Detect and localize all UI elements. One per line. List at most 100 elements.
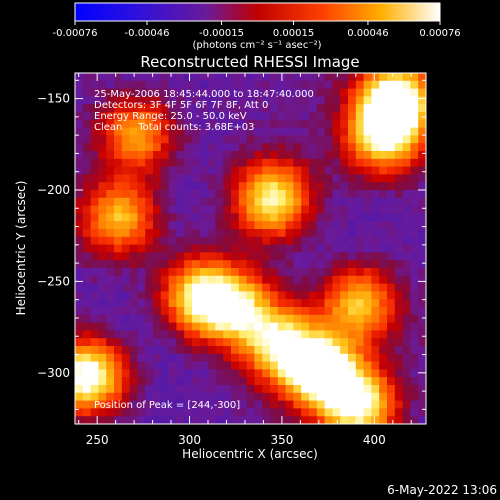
heatmap-cell <box>160 112 170 121</box>
heatmap-cell <box>285 338 294 347</box>
heatmap-cell <box>246 221 255 230</box>
heatmap-cell <box>137 166 146 175</box>
heatmap-cell <box>379 275 388 285</box>
heatmap-cell <box>324 80 333 90</box>
heatmap-cell <box>394 174 404 183</box>
heatmap-cell <box>121 213 131 222</box>
heatmap-cell <box>98 330 107 339</box>
heatmap-cell <box>418 213 426 222</box>
heatmap-cell <box>231 80 240 90</box>
heatmap-cell <box>223 385 232 394</box>
heatmap-cell <box>129 166 138 175</box>
heatmap-cell <box>270 392 279 402</box>
heatmap-cell <box>394 197 404 207</box>
heatmap-cell <box>121 80 131 90</box>
heatmap-cell <box>90 166 99 175</box>
heatmap-cell <box>316 158 326 168</box>
heatmap-cell <box>418 73 426 82</box>
heatmap-cell <box>262 416 271 424</box>
heatmap-cell <box>324 236 333 246</box>
heatmap-cell <box>301 244 310 253</box>
heatmap-cell <box>223 158 232 168</box>
heatmap-cell <box>246 416 255 424</box>
heatmap-cell <box>223 416 232 424</box>
heatmap-cell <box>262 104 271 113</box>
heatmap-cell <box>199 392 209 402</box>
heatmap-cell <box>168 338 177 347</box>
heatmap-cell <box>231 291 240 300</box>
heatmap-cell <box>316 252 326 261</box>
heatmap-cell <box>418 158 426 168</box>
heatmap-cell <box>184 135 193 144</box>
heatmap-cell <box>355 236 365 246</box>
heatmap-cell <box>371 213 380 222</box>
heatmap-cell <box>168 221 177 230</box>
heatmap-cell <box>223 275 232 285</box>
heatmap-cell <box>168 73 177 82</box>
heatmap-cell <box>215 260 224 269</box>
heatmap-cell <box>231 299 240 308</box>
heatmap-cell <box>324 158 333 168</box>
heatmap-cell <box>129 244 138 253</box>
heatmap-cell <box>363 314 372 324</box>
heatmap-cell <box>340 299 349 308</box>
heatmap-cell <box>75 96 84 105</box>
heatmap-cell <box>402 377 411 386</box>
heatmap-cell <box>98 112 107 121</box>
heatmap-cell <box>114 190 123 199</box>
heatmap-cell <box>254 158 263 168</box>
heatmap-cell <box>262 346 271 355</box>
heatmap-cell <box>348 104 357 113</box>
heatmap-cell <box>340 205 349 214</box>
heatmap-cell <box>207 182 216 191</box>
heatmap-cell <box>394 385 404 394</box>
heatmap-cell <box>410 346 419 355</box>
heatmap-cell <box>160 346 170 355</box>
heatmap-cell <box>98 221 107 230</box>
heatmap-cell <box>160 221 170 230</box>
heatmap-cell <box>129 205 138 214</box>
heatmap-cell <box>324 88 333 97</box>
heatmap-cell <box>121 377 131 386</box>
heatmap-cell <box>184 307 193 316</box>
heatmap-cell <box>145 369 154 378</box>
heatmap-cell <box>199 205 209 214</box>
heatmap-cell <box>379 307 388 316</box>
heatmap-cell <box>348 213 357 222</box>
heatmap-cell <box>207 322 216 331</box>
heatmap-cell <box>184 314 193 324</box>
heatmap-cell <box>153 307 162 316</box>
heatmap-cell <box>215 385 224 394</box>
heatmap-cell <box>309 283 318 292</box>
heatmap-cell <box>231 174 240 183</box>
heatmap-cell <box>207 112 216 121</box>
heatmap-cell <box>238 96 248 105</box>
heatmap-cell <box>129 104 138 113</box>
heatmap-cell <box>324 400 333 409</box>
heatmap-cell <box>379 197 388 207</box>
heatmap-cell <box>402 369 411 378</box>
heatmap-cell <box>262 80 271 90</box>
heatmap-cell <box>176 174 185 183</box>
heatmap-cell <box>301 330 310 339</box>
heatmap-cell <box>309 73 318 82</box>
heatmap-cell <box>363 73 372 82</box>
heatmap-cell <box>332 166 341 175</box>
heatmap-cell <box>75 408 84 417</box>
heatmap-cell <box>254 416 263 424</box>
heatmap-cell <box>75 143 84 152</box>
heatmap-cell <box>145 268 154 277</box>
heatmap-cell <box>262 166 271 175</box>
heatmap-cell <box>371 151 380 160</box>
heatmap-cell <box>207 416 216 424</box>
heatmap-cell <box>340 268 349 277</box>
heatmap-cell <box>355 260 365 269</box>
heatmap-cell <box>129 236 138 246</box>
heatmap-cell <box>160 283 170 292</box>
heatmap-cell <box>348 236 357 246</box>
heatmap-cell <box>75 283 84 292</box>
heatmap-cell <box>106 229 115 238</box>
heatmap-cell <box>348 158 357 168</box>
heatmap-cell <box>332 283 341 292</box>
heatmap-cell <box>90 151 99 160</box>
